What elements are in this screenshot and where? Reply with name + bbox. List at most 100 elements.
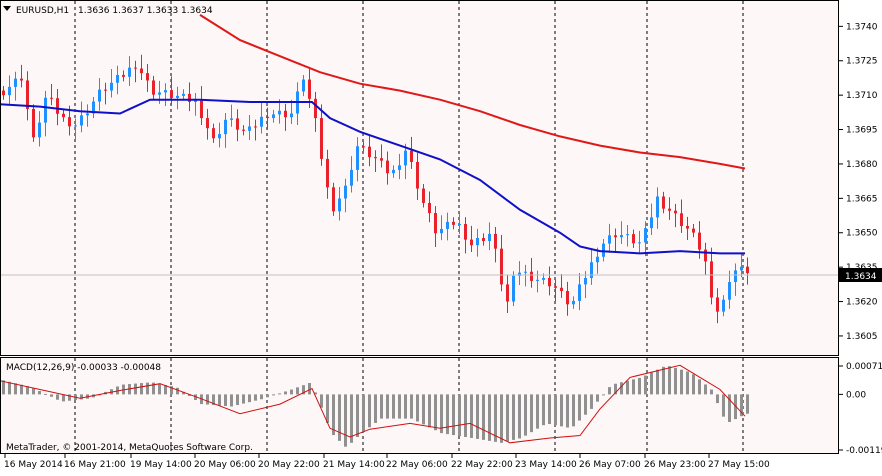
macd-bar <box>398 394 401 419</box>
macd-bar <box>674 367 677 395</box>
candle-body <box>224 119 227 135</box>
candle-body <box>362 146 365 148</box>
candle-body <box>716 297 719 312</box>
candle-body <box>524 271 527 273</box>
candle-body <box>380 158 383 161</box>
macd-bar <box>506 394 509 442</box>
candle-body <box>8 86 11 96</box>
candle-body <box>320 118 323 159</box>
macd-bar <box>62 394 65 402</box>
macd-bar <box>380 394 383 419</box>
macd-bar <box>158 383 161 395</box>
macd-bar <box>536 394 539 429</box>
candle-body <box>356 146 359 170</box>
macd-bar <box>164 384 167 395</box>
price-label: 1.3710 <box>846 91 878 101</box>
time-label: 26 May 23:00 <box>644 460 706 470</box>
macd-bar <box>344 394 347 447</box>
candles <box>2 54 749 324</box>
candle-body <box>86 113 89 116</box>
time-label: 23 May 14:00 <box>515 460 577 470</box>
price-label: 1.3680 <box>846 160 878 170</box>
candle-body <box>230 118 233 120</box>
candle-body <box>116 74 119 83</box>
current-price-label: 1.3634 <box>845 272 877 282</box>
candle-body <box>488 233 491 242</box>
candle-body <box>188 93 191 102</box>
macd-bar <box>584 394 587 415</box>
candle-body <box>344 185 347 199</box>
candle-body <box>674 210 677 214</box>
candle-body <box>44 97 47 123</box>
macd-bar <box>440 394 443 434</box>
time-label: 22 May 06:00 <box>386 460 448 470</box>
copyright: MetaTrader, © 2001-2014, MetaQuotes Soft… <box>6 443 253 453</box>
macd-bar <box>434 394 437 431</box>
macd-bar <box>20 384 23 395</box>
macd-label: MACD(12,26,9) -0.00033 -0.00048 <box>6 363 161 373</box>
symbol-timeframe: EURUSD,H1 <box>16 6 69 16</box>
candle-body <box>134 67 137 69</box>
macd-bar <box>44 393 47 395</box>
candle-body <box>326 158 329 188</box>
macd-bar <box>410 394 413 419</box>
macd-axis-label: 0.00 <box>846 390 866 400</box>
macd-axis-label: 0.00071 <box>846 362 882 372</box>
candle-body <box>266 116 269 119</box>
macd-bar <box>38 390 41 395</box>
macd-bar <box>428 394 431 428</box>
candle-body <box>332 187 335 212</box>
macd-axis: 0.00071 0.00 -0.00119 <box>839 362 882 456</box>
candle-body <box>662 196 665 209</box>
candle-body <box>170 90 173 98</box>
macd-bar <box>362 394 365 432</box>
candle-body <box>140 68 143 74</box>
candle-body <box>290 113 293 118</box>
candle-body <box>338 198 341 212</box>
triangle-down-icon[interactable] <box>3 6 11 11</box>
candle-body <box>254 126 257 128</box>
candle-body <box>710 261 713 298</box>
candle-body <box>104 89 107 91</box>
time-axis: 16 May 2014 16 May 21:00 19 May 14:00 20 Ma… <box>4 454 770 470</box>
moving-average-fast <box>0 98 745 255</box>
macd-bar <box>248 394 251 403</box>
macd-bar <box>716 394 719 404</box>
candle-body <box>2 90 5 96</box>
candle-body <box>26 80 29 109</box>
macd-signal-line <box>0 364 746 444</box>
candle-body <box>404 150 407 166</box>
macd-bar <box>356 394 359 437</box>
macd-bar <box>254 394 257 401</box>
candle-body <box>452 221 455 225</box>
macd-bar <box>488 394 491 441</box>
candle-body <box>476 238 479 246</box>
macd-bar <box>710 389 713 395</box>
candle-body <box>218 134 221 139</box>
macd-bar <box>116 386 119 395</box>
macd-bar <box>314 392 317 395</box>
candle-body <box>146 73 149 81</box>
macd-bar <box>320 394 323 408</box>
candle-body <box>278 110 281 115</box>
candle-body <box>578 284 581 301</box>
candle-body <box>284 110 287 118</box>
macd-bar <box>80 394 83 400</box>
candle-body <box>128 67 131 77</box>
macd-bar <box>338 394 341 441</box>
candle-body <box>62 113 65 118</box>
candle-body <box>620 235 623 238</box>
candle-body <box>416 161 419 189</box>
candle-body <box>368 146 371 158</box>
candle-body <box>572 300 575 305</box>
candle-body <box>500 248 503 285</box>
macd-bar <box>644 375 647 395</box>
macd-bar <box>140 383 143 395</box>
macd-bar <box>176 387 179 395</box>
macd-bar <box>152 382 155 395</box>
macd-bar <box>518 394 521 439</box>
candle-body <box>584 278 587 285</box>
candle-body <box>392 169 395 174</box>
candle-body <box>182 93 185 96</box>
